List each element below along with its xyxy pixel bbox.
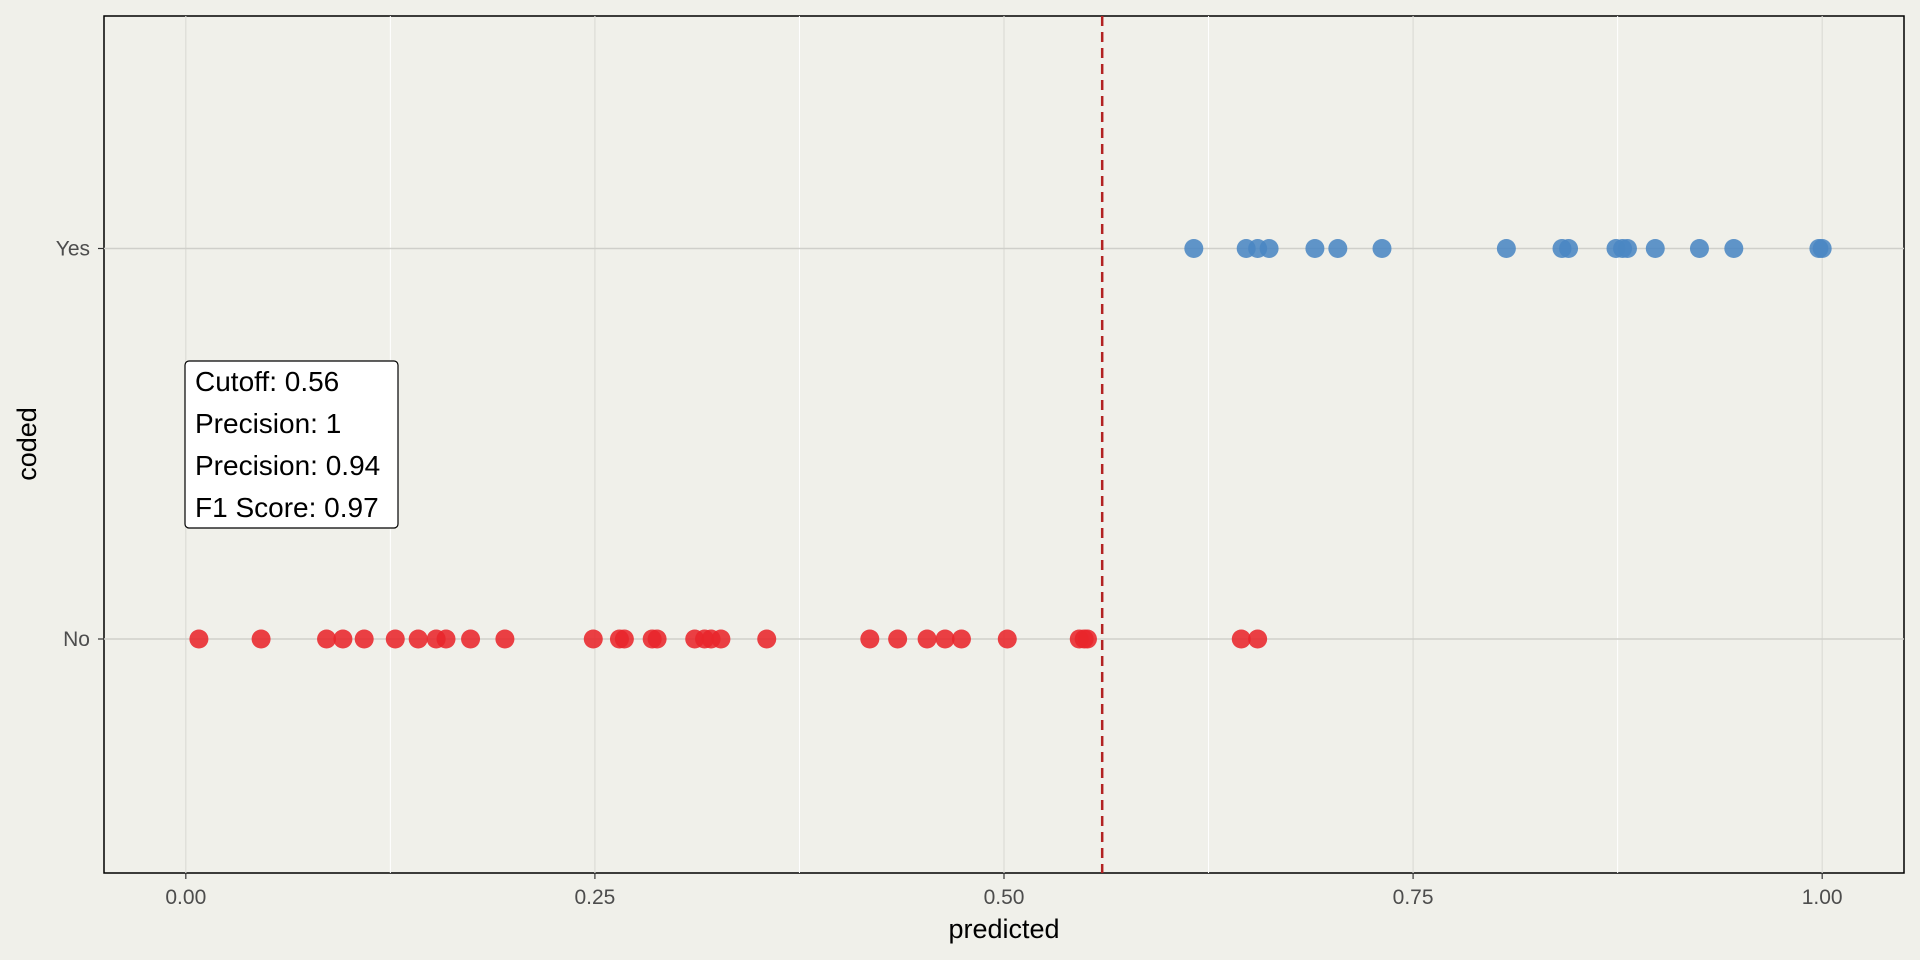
metrics-annotation-box: Cutoff: 0.56 Precision: 1 Precision: 0.9… <box>184 360 399 529</box>
x-axis-ticks: 0.00 0.25 0.50 0.75 1.00 <box>165 873 1843 909</box>
data-point-yes <box>1496 239 1516 258</box>
data-point-no <box>385 629 405 649</box>
data-point-no <box>354 629 374 649</box>
annotation-precision-1: Precision: 1 <box>195 408 341 439</box>
data-point-no <box>757 629 777 649</box>
data-point-no <box>951 629 971 649</box>
data-point-yes <box>1724 239 1744 258</box>
data-point-no <box>1231 629 1251 649</box>
x-tick-label: 0.50 <box>984 886 1025 909</box>
data-point-no <box>860 629 880 649</box>
data-point-yes <box>1328 239 1348 258</box>
data-point-no <box>436 629 456 649</box>
data-point-no <box>333 629 353 649</box>
data-points <box>189 239 1832 649</box>
data-point-no <box>461 629 481 649</box>
y-tick-label: Yes <box>56 238 90 261</box>
data-point-yes <box>1184 239 1204 258</box>
data-point-yes <box>1689 239 1709 258</box>
data-point-yes <box>1559 239 1579 258</box>
y-axis-ticks: No Yes <box>56 238 104 651</box>
data-point-yes <box>1645 239 1665 258</box>
y-axis-title: coded <box>12 407 42 481</box>
data-point-yes <box>1372 239 1392 258</box>
data-point-yes <box>1305 239 1325 258</box>
annotation-f1-score: F1 Score: 0.97 <box>195 492 379 523</box>
x-tick-label: 1.00 <box>1802 886 1843 909</box>
data-point-no <box>408 629 428 649</box>
x-axis-title: predicted <box>948 914 1059 944</box>
data-point-no <box>614 629 634 649</box>
data-point-yes <box>1812 239 1832 258</box>
x-tick-label: 0.00 <box>165 886 206 909</box>
y-tick-label: No <box>63 628 90 651</box>
annotation-background <box>184 360 399 529</box>
data-point-no <box>935 629 955 649</box>
data-point-no <box>189 629 209 649</box>
annotation-cutoff: Cutoff: 0.56 <box>195 366 339 397</box>
x-tick-label: 0.25 <box>574 886 615 909</box>
data-point-no <box>583 629 603 649</box>
data-point-no <box>251 629 271 649</box>
data-point-yes <box>1617 239 1637 258</box>
data-point-no <box>888 629 908 649</box>
data-point-no <box>917 629 937 649</box>
data-point-no <box>647 629 667 649</box>
data-point-no <box>1077 629 1097 649</box>
annotation-precision-2: Precision: 0.94 <box>195 450 380 481</box>
data-point-no <box>1248 629 1268 649</box>
data-point-no <box>317 629 337 649</box>
data-point-no <box>495 629 515 649</box>
data-point-yes <box>1259 239 1279 258</box>
x-tick-label: 0.75 <box>1393 886 1434 909</box>
data-point-no <box>997 629 1017 649</box>
data-point-no <box>711 629 731 649</box>
